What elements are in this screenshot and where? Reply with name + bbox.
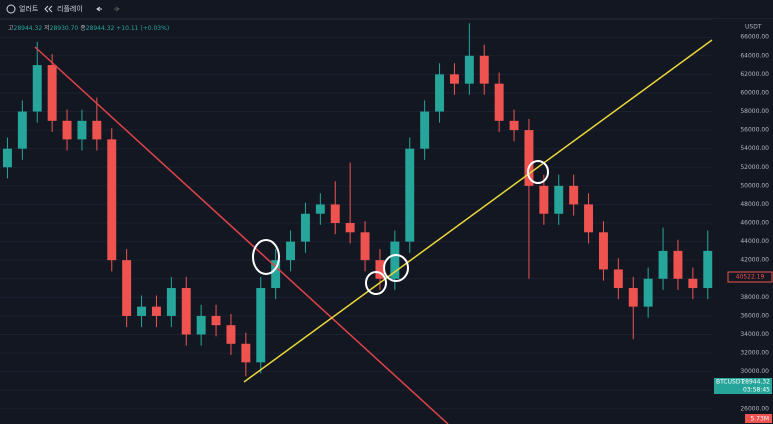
countdown: 03:58:45	[743, 387, 770, 394]
candle-body	[286, 241, 296, 261]
candle-body	[211, 315, 221, 326]
candle-body	[226, 325, 236, 344]
candle-body	[598, 232, 608, 270]
candle-body	[703, 250, 713, 289]
candle-body	[256, 288, 266, 363]
trend-line-red	[34, 46, 449, 424]
last-price: 28944.32	[741, 379, 770, 386]
alert-button[interactable]: 얼러트	[19, 4, 39, 13]
circle-mark	[252, 239, 280, 275]
candle-body	[479, 55, 489, 84]
volume-tag-box	[745, 414, 772, 423]
candle-body	[166, 288, 176, 316]
candle-body	[181, 288, 191, 335]
candle-body	[345, 223, 355, 233]
candle-body	[569, 185, 579, 205]
y-tick-label: 32000.00	[740, 350, 769, 357]
y-tick-label: 46000.00	[740, 220, 769, 227]
candle-body	[151, 306, 161, 316]
candle-body	[405, 148, 415, 242]
undo-button[interactable]	[96, 6, 102, 12]
y-tick-label: 62000.00	[740, 71, 769, 78]
candle-body	[494, 83, 504, 121]
candle-body	[92, 120, 102, 140]
toolbar	[0, 0, 773, 19]
y-tick-label: 66000.00	[740, 34, 769, 41]
symbol-tag-box	[714, 378, 772, 394]
candle-body	[241, 343, 251, 363]
candle-body	[435, 74, 445, 112]
y-tick-label: 64000.00	[740, 52, 769, 59]
grid	[0, 36, 713, 410]
y-tick-label: 26000.00	[740, 405, 769, 412]
candle-body	[2, 148, 12, 168]
y-tick-label: 36000.00	[740, 312, 769, 319]
candle-body	[360, 232, 370, 261]
redo-button[interactable]	[114, 6, 120, 12]
price-tag-box	[727, 271, 773, 283]
candle-body	[330, 204, 340, 224]
y-tick-label: 34000.00	[740, 331, 769, 338]
candle-body	[509, 120, 519, 131]
candle-body	[464, 55, 474, 84]
candle-body	[420, 111, 430, 149]
y-tick-label: 44000.00	[740, 238, 769, 245]
axis-unit: USDT	[745, 24, 762, 31]
candle-body	[122, 260, 132, 316]
symbol-tag: BTCUSDT	[716, 379, 744, 386]
volume-tag: 5.73M	[750, 416, 769, 423]
y-tick-label: 58000.00	[740, 108, 769, 115]
circle-mark	[365, 271, 387, 295]
y-tick-label: 48000.00	[740, 201, 769, 208]
candle-body	[17, 111, 27, 149]
candle-body	[77, 120, 87, 140]
alert-icon[interactable]	[6, 4, 16, 14]
price-axis	[713, 19, 773, 424]
candle-body	[271, 260, 281, 289]
candle-body	[32, 65, 42, 112]
candle-body	[658, 250, 668, 279]
candle-body	[196, 315, 206, 335]
ohlc-header: 고28944.32 저28930.70 종28944.32 +10.11 (+0…	[8, 24, 169, 32]
candle-body	[375, 260, 385, 279]
candle-body	[107, 139, 117, 261]
candle-body	[584, 204, 594, 233]
y-tick-label: 30000.00	[740, 368, 769, 375]
candles	[2, 23, 743, 377]
candle-body	[554, 185, 564, 214]
candle-body	[688, 278, 698, 289]
candle-body	[449, 74, 459, 84]
y-tick-label: 50000.00	[740, 182, 769, 189]
circle-mark	[383, 254, 409, 282]
y-tick-label: 54000.00	[740, 145, 769, 152]
price-tag: 40522.19	[736, 274, 765, 281]
y-tick-label: 38000.00	[740, 294, 769, 301]
trend-line-yellow	[243, 39, 713, 383]
candle-body	[524, 130, 534, 186]
candle-body	[643, 278, 653, 307]
circle-mark	[527, 160, 549, 184]
candle-body	[390, 241, 400, 279]
candle-body	[613, 269, 623, 289]
candle-body	[539, 185, 549, 214]
candle-body	[315, 204, 325, 214]
y-tick-label: 42000.00	[740, 257, 769, 264]
candle-body	[62, 120, 72, 140]
candle-body	[47, 65, 57, 121]
candle-body	[628, 288, 638, 307]
replay-icon[interactable]	[44, 5, 53, 13]
price-axis-labels: 26000.0028000.0030000.0032000.0034000.00…	[740, 34, 769, 413]
replay-button[interactable]: 리플레이	[57, 4, 83, 13]
candle-body	[137, 306, 147, 316]
y-tick-label: 60000.00	[740, 89, 769, 96]
y-tick-label: 56000.00	[740, 127, 769, 134]
candle-body	[673, 250, 683, 279]
candle-body	[300, 213, 310, 242]
y-tick-label: 52000.00	[740, 164, 769, 171]
